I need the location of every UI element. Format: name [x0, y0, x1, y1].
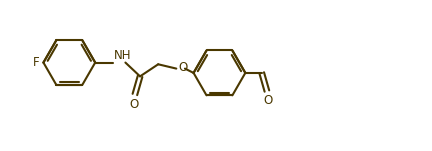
Text: O: O [178, 61, 188, 74]
Text: O: O [130, 98, 139, 111]
Text: O: O [263, 95, 273, 108]
Text: F: F [33, 56, 40, 69]
Text: NH: NH [114, 49, 132, 62]
